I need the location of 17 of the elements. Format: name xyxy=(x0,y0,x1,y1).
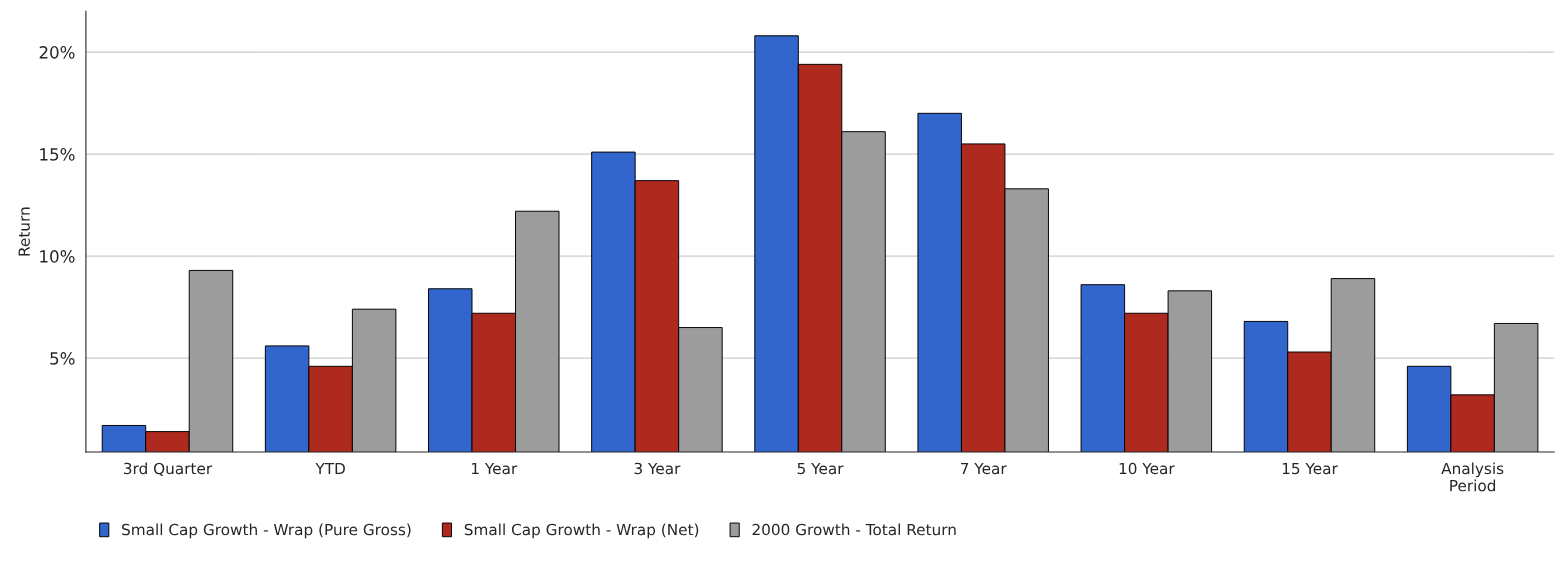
y-axis-title: Return xyxy=(18,207,30,256)
x-tick-label: 3rd Quarter xyxy=(123,462,213,476)
x-tick-label: YTD xyxy=(315,462,345,475)
x-tick-label: 3 Year xyxy=(634,462,681,475)
legend-label: 2000 Growth - Total Return xyxy=(752,523,956,536)
x-tick-label: Analysis Period xyxy=(1441,462,1504,492)
y-tick-label: 15% xyxy=(40,148,75,161)
y-tick-label: 10% xyxy=(40,250,75,263)
x-tick-label: 10 Year xyxy=(1119,462,1175,475)
y-tick-label: 20% xyxy=(39,46,75,59)
y-tick-label: 5% xyxy=(50,352,75,365)
legend-label: Small Cap Growth - Wrap (Net) xyxy=(464,523,699,539)
x-tick-label: 15 Year xyxy=(1282,462,1338,475)
x-tick-label: 7 Year xyxy=(960,462,1007,475)
legend-label: Small Cap Growth - Wrap (Pure Gross) xyxy=(122,523,411,539)
x-tick-label: 1 Year xyxy=(471,462,518,475)
x-tick-label: 5 Year xyxy=(797,462,844,475)
